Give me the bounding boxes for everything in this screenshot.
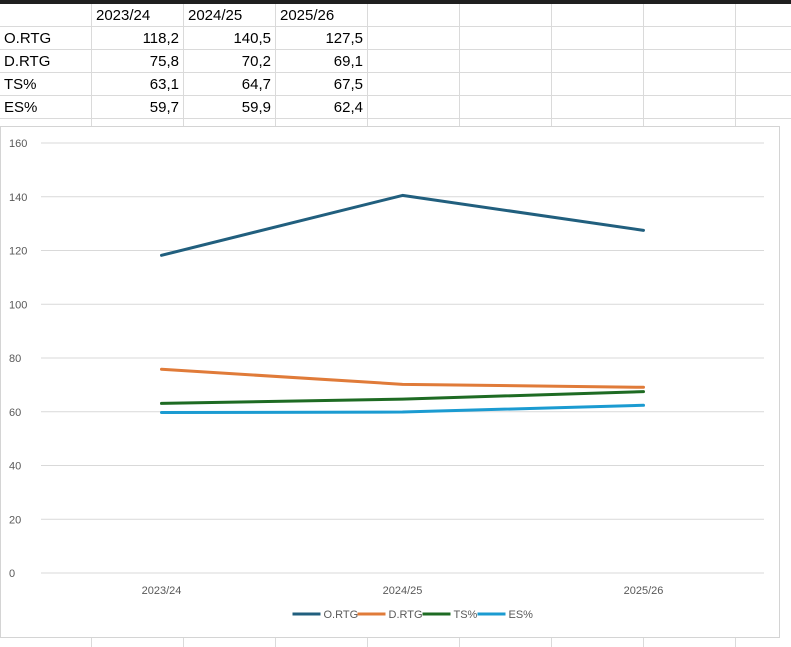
y-tick-label: 100: [9, 299, 27, 311]
table-cell[interactable]: 118,2: [142, 30, 179, 47]
table-cell[interactable]: 59,9: [241, 99, 271, 116]
y-tick-label: 60: [9, 407, 21, 419]
table-cell[interactable]: 62,4: [333, 99, 363, 116]
row-label-ortg[interactable]: O.RTG: [4, 30, 52, 47]
table-cell[interactable]: 63,1: [149, 76, 179, 93]
table-cell[interactable]: 70,2: [241, 53, 271, 70]
y-tick-label: 20: [9, 514, 21, 526]
y-tick-label: 0: [9, 568, 15, 580]
table-cell[interactable]: 64,7: [241, 76, 271, 93]
header-cell-2024-25[interactable]: 2024/25: [188, 7, 243, 24]
y-tick-label: 80: [9, 353, 21, 365]
x-tick-label: 2023/24: [142, 585, 182, 597]
legend-label: D.RTG: [389, 609, 423, 621]
series-line-ts-: [160, 390, 645, 405]
table-cell[interactable]: 69,1: [333, 53, 363, 70]
row-divider: [0, 49, 791, 50]
legend-label: TS%: [454, 609, 478, 621]
x-tick-label: 2025/26: [624, 585, 664, 597]
row-label-ts[interactable]: TS%: [4, 76, 37, 93]
x-tick-label: 2024/25: [383, 585, 423, 597]
header-cell-2023-24[interactable]: 2023/24: [96, 7, 151, 24]
table-cell[interactable]: 75,8: [149, 53, 179, 70]
table-cell[interactable]: 67,5: [333, 76, 363, 93]
y-tick-label: 120: [9, 246, 27, 258]
y-tick-label: 140: [9, 192, 27, 204]
y-tick-label: 160: [9, 138, 27, 150]
table-cell[interactable]: 127,5: [325, 30, 363, 47]
y-tick-label: 40: [9, 461, 21, 473]
row-divider: [0, 95, 791, 96]
legend-label: O.RTG: [324, 609, 359, 621]
table-cell[interactable]: 140,5: [233, 30, 271, 47]
series-line-o-rtg: [160, 193, 645, 257]
window-top-bar: [0, 0, 791, 4]
row-divider: [0, 26, 791, 27]
header-cell-2025-26[interactable]: 2025/26: [280, 7, 335, 24]
row-divider: [0, 72, 791, 73]
spreadsheet-grid[interactable]: 2023/24 2024/25 2025/26 O.RTG 118,2 140,…: [0, 4, 791, 647]
row-label-drtg[interactable]: D.RTG: [4, 53, 51, 70]
series-line-d-rtg: [160, 367, 645, 389]
legend-label: ES%: [509, 609, 534, 621]
series-line-es-: [160, 403, 645, 415]
row-label-es[interactable]: ES%: [4, 99, 38, 116]
table-cell[interactable]: 59,7: [149, 99, 179, 116]
chart-plot-area: 0 20 40 60 80 100 120 140 160 2023/24 2024/25 2025/…: [9, 138, 764, 621]
line-chart[interactable]: 0 20 40 60 80 100 120 140 160 2023/24 2024/25 2025/…: [0, 126, 780, 638]
row-divider: [0, 118, 791, 119]
